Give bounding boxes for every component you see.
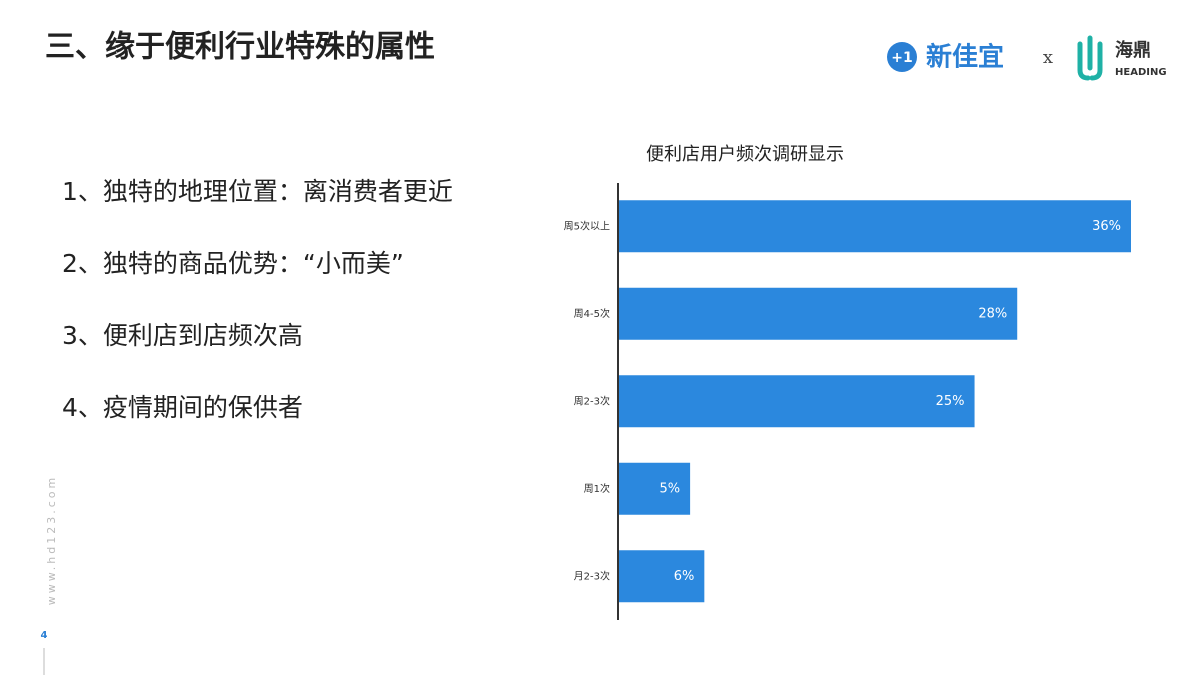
chart: 周5次以上 36% 周4-5次 28% 周2-3次 25% 周1次 5% 月2-3次 6% [564,200,1131,603]
bullet-item: 4、疫情期间的保供者 [62,393,303,422]
bar [619,462,691,515]
bar [619,550,705,603]
value-label: 6% [674,569,695,584]
value-label: 36% [1092,219,1121,234]
bullet-item: 1、独特的地理位置：离消费者更近 [62,177,453,206]
value-label: 28% [978,306,1007,321]
bullet-item: 3、便利店到店频次高 [62,321,303,350]
logo-partner-icon [1077,35,1103,81]
logo-partner: 海鼎 [1115,39,1151,61]
logo-separator: x [1043,47,1053,68]
bullet-list: 1、独特的地理位置：离消费者更近 2、独特的商品优势：“小而美” 3、便利店到店频次… [62,177,453,422]
bar [619,287,1018,340]
value-label: 5% [659,481,680,496]
category-label: 周1次 [584,482,610,495]
watermark: www.hd123.com [45,475,58,605]
page-number: 4 [41,630,48,641]
logo-brand: 新佳宜 [926,42,1004,73]
bar [619,375,975,428]
logo-icon [887,42,917,72]
category-label: 周4-5次 [574,307,610,320]
category-label: 月2-3次 [574,569,610,582]
slide-title: 三、缘于便利行业特殊的属性 [45,30,435,65]
chart-title: 便利店用户频次调研显示 [646,144,844,165]
category-label: 周2-3次 [574,394,610,407]
logo-icon-text: +1 [891,50,912,66]
category-label: 周5次以上 [564,219,610,232]
bullet-item: 2、独特的商品优势：“小而美” [62,249,404,278]
bar [619,200,1131,253]
logo-partner-en: HEADING [1115,67,1167,78]
value-label: 25% [936,394,965,409]
